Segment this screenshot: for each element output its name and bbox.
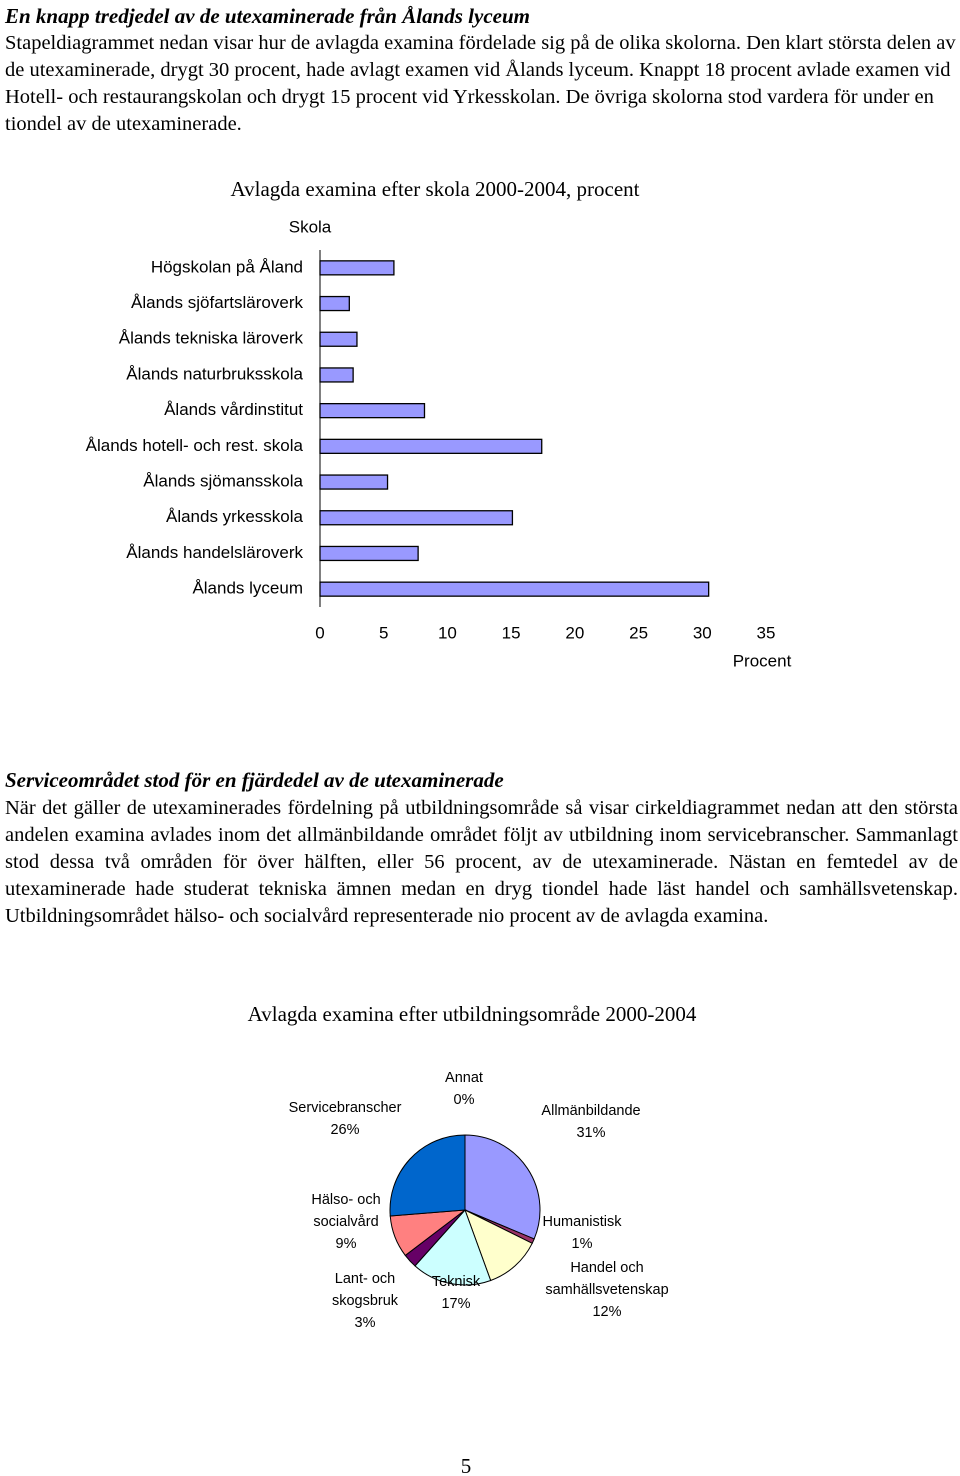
section-title: En knapp tredjedel av de utexaminerade f… (5, 4, 530, 28)
x-tick-label: 25 (629, 623, 648, 642)
slice-value-label: 9% (335, 1236, 357, 1252)
pie-slice (389, 1134, 466, 1217)
y-tick-label: Ålands tekniska läroverk (119, 329, 304, 348)
section-title: Serviceområdet stod för en fjärdedel av … (5, 768, 504, 792)
bar (319, 331, 358, 347)
slice-value-label: 0% (453, 1092, 475, 1108)
x-tick-label: 5 (379, 623, 388, 642)
slice-label: Handel och samhällsvetenskap (545, 1260, 669, 1298)
bar (319, 402, 426, 419)
x-tick-label: 35 (757, 623, 776, 642)
y-tick-label: Ålands sjömansskola (143, 472, 303, 491)
slice-value-label: 17% (441, 1296, 471, 1312)
slice-label: Allmänbildande (541, 1103, 641, 1119)
page-number: 5 (461, 1454, 472, 1476)
y-tick-label: Högskolan på Åland (151, 257, 303, 276)
x-tick-label: 30 (693, 623, 712, 642)
bar (319, 295, 350, 312)
bar (319, 438, 543, 455)
y-tick-label: Ålands lyceum (192, 579, 303, 598)
bar (319, 510, 514, 526)
slice-value-label: 3% (354, 1315, 376, 1331)
slice-label: Annat (445, 1070, 483, 1086)
bar (319, 260, 395, 276)
slice-value-label: 12% (592, 1304, 622, 1320)
pie-slice (464, 1134, 541, 1240)
chart-title: Avlagda examina efter utbildningsområde … (248, 1002, 697, 1026)
y-tick-label: Ålands yrkesskola (166, 507, 304, 526)
y-tick-label: Ålands vårdinstitut (164, 400, 303, 419)
bar (319, 545, 419, 562)
pie-slice (414, 1209, 492, 1286)
slice-label: Hälso- och socialvård (311, 1192, 381, 1230)
bar (319, 474, 389, 490)
axis-label: Skola (289, 217, 332, 236)
slice-label: Servicebranscher (288, 1100, 402, 1116)
slice-label: Teknisk (431, 1274, 481, 1290)
slice-value-label: 31% (576, 1125, 606, 1141)
paragraph: Stapeldiagrammet nedan visar hur de avla… (5, 32, 956, 135)
y-tick-label: Ålands handelsläroverk (126, 543, 303, 562)
axis-label: Procent (733, 651, 792, 670)
slice-value-label: 1% (571, 1236, 593, 1252)
x-tick-label: 20 (565, 623, 584, 642)
slice-label: Humanistisk (542, 1214, 622, 1230)
x-tick-label: 0 (315, 623, 324, 642)
y-tick-label: Ålands sjöfartsläroverk (131, 293, 303, 312)
paragraph: När det gäller de utexaminerades fördeln… (5, 797, 958, 927)
chart-title: Avlagda examina efter skola 2000-2004, p… (231, 177, 640, 201)
bar (319, 581, 710, 597)
x-tick-label: 10 (438, 623, 457, 642)
slice-label: Lant- och skogsbruk (331, 1271, 399, 1309)
y-tick-label: Ålands hotell- och rest. skola (86, 436, 304, 455)
y-tick-label: Ålands naturbruksskola (126, 364, 303, 383)
slice-value-label: 26% (330, 1122, 360, 1138)
bar (319, 367, 354, 383)
x-tick-label: 15 (502, 623, 521, 642)
